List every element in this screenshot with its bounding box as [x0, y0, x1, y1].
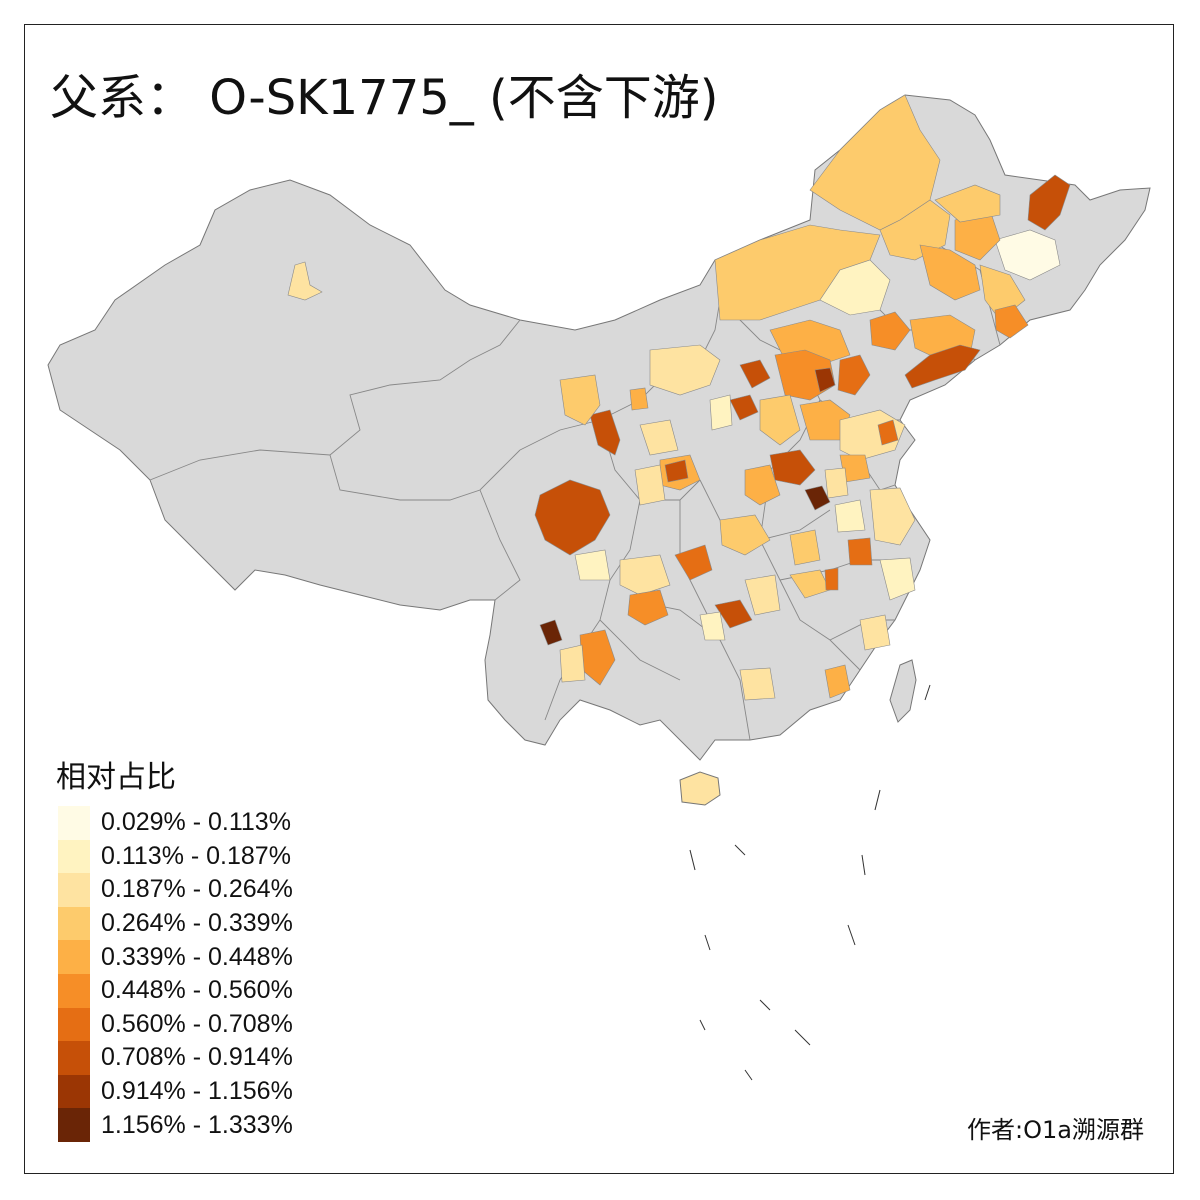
- region-shanxi: [759, 394, 801, 446]
- region-xinjiang: [287, 261, 323, 301]
- region-jilin-se: [994, 304, 1029, 339]
- legend-row: 1.156% - 1.333%: [58, 1108, 293, 1142]
- region-gansu-c: [639, 419, 679, 456]
- region-hebei: [837, 354, 871, 396]
- legend-row: 0.264% - 0.339%: [58, 906, 293, 941]
- region-heilongjiang-c: [994, 229, 1061, 281]
- legend-row: 0.029% - 0.113%: [58, 806, 293, 840]
- legend-row: 0.187% - 0.264%: [58, 873, 293, 907]
- region-anhui: [847, 537, 873, 566]
- region-sichuan-ws: [574, 549, 611, 581]
- region-henan-c: [804, 485, 831, 511]
- south-china-sea-islands: [689, 684, 931, 1081]
- region-qinghai-e: [589, 409, 621, 456]
- legend-row: 0.560% - 0.708%: [58, 1007, 293, 1042]
- region-shaanxi: [664, 459, 689, 483]
- region-henan: [744, 464, 781, 506]
- legend-swatch: [58, 839, 90, 874]
- legend-label: 0.708% - 0.914%: [101, 1043, 293, 1072]
- region-henan-n: [769, 449, 816, 486]
- legend-label: 0.914% - 1.156%: [101, 1077, 293, 1106]
- legend-swatch: [58, 1074, 90, 1109]
- legend-row: 0.708% - 0.914%: [58, 1041, 293, 1075]
- legend-label: 0.187% - 0.264%: [101, 875, 293, 904]
- region-gansu-w: [559, 374, 601, 426]
- region-jiangsu: [869, 487, 916, 546]
- region-beijing: [814, 367, 836, 393]
- region-henan-e: [824, 467, 849, 499]
- legend-swatch: [58, 1007, 90, 1042]
- legend-swatch: [58, 1041, 90, 1075]
- region-jiangxi: [789, 529, 821, 566]
- legend-label: 0.560% - 0.708%: [101, 1009, 293, 1038]
- region-yunnan-w: [559, 644, 586, 683]
- region-sichuan-c: [619, 554, 671, 596]
- region-chongqing: [719, 514, 771, 556]
- region-shanxi-s: [709, 394, 733, 431]
- region-shanxi-c: [729, 394, 759, 421]
- region-sichuan-e: [674, 544, 713, 581]
- legend-swatch: [58, 973, 90, 1008]
- legend-label: 0.029% - 0.113%: [101, 808, 291, 837]
- legend-title: 相对占比: [56, 760, 176, 795]
- region-guangxi: [739, 667, 776, 701]
- region-zhejiang: [879, 557, 916, 601]
- legend-row: 0.448% - 0.560%: [58, 973, 293, 1008]
- region-hunan: [744, 574, 781, 616]
- legend-swatch: [58, 906, 90, 941]
- legend-row: 0.914% - 1.156%: [58, 1074, 293, 1109]
- region-heilongjiang-east: [1027, 174, 1071, 231]
- legend-swatch: [58, 1108, 90, 1142]
- region-jilin: [919, 244, 981, 301]
- legend-label: 0.339% - 0.448%: [101, 942, 293, 971]
- region-gansu-s: [634, 464, 666, 506]
- region-anhui-n: [834, 499, 866, 533]
- region-inner-mongolia-west: [649, 344, 721, 396]
- region-gansu-n: [629, 387, 649, 411]
- prefecture-regions: [287, 94, 1071, 701]
- region-hubei-e: [824, 567, 839, 591]
- legend-swatch: [58, 806, 90, 840]
- region-fujian: [859, 614, 891, 651]
- region-shandong-e: [877, 419, 899, 446]
- legend-swatch: [58, 940, 90, 974]
- legend-swatch: [58, 873, 90, 907]
- region-taiwan: [889, 659, 917, 723]
- map-title: 父系： O-SK1775_ (不含下游): [50, 70, 719, 126]
- region-hulunbuir: [809, 94, 941, 231]
- author-credit: 作者:O1a溯源群: [967, 1116, 1144, 1144]
- region-sichuan-w: [534, 479, 611, 556]
- region-guizhou: [714, 599, 753, 629]
- legend-label: 1.156% - 1.333%: [101, 1110, 293, 1139]
- region-xingan: [879, 199, 951, 261]
- region-liaoning-s: [904, 344, 981, 389]
- region-inner-mongolia-south: [819, 259, 891, 316]
- legend-row: 0.113% - 0.187%: [58, 839, 293, 874]
- region-sichuan-s: [627, 589, 669, 626]
- region-shanxi-n: [739, 359, 771, 389]
- legend: 0.029% - 0.113% 0.113% - 0.187% 0.187% -…: [58, 806, 293, 1142]
- legend-label: 0.264% - 0.339%: [101, 909, 293, 938]
- legend-row: 0.339% - 0.448%: [58, 940, 293, 974]
- region-guizhou-c: [699, 611, 726, 641]
- region-heilongjiang-n: [934, 184, 1001, 223]
- region-liaoning-n: [869, 311, 911, 351]
- region-guangdong: [824, 664, 851, 699]
- region-yunnan-nw: [539, 619, 563, 646]
- legend-label: 0.448% - 0.560%: [101, 976, 293, 1005]
- region-hainan: [679, 771, 721, 806]
- legend-label: 0.113% - 0.187%: [101, 841, 291, 870]
